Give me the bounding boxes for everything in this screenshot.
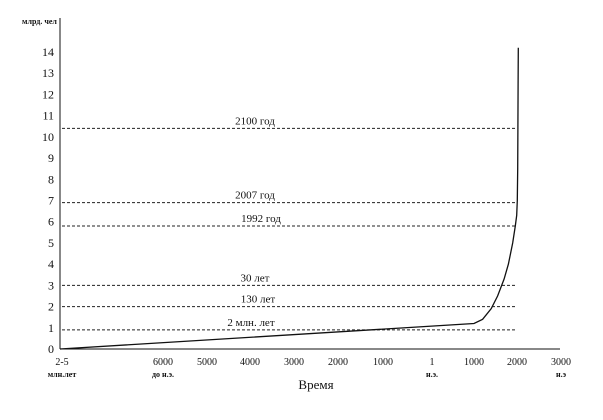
x-ticks: 2-5 млн.лет 6000 до н.э. 5000 4000 3000 2000 100… (48, 357, 571, 379)
reference-line-label: 2007 год (235, 190, 275, 202)
reference-line-label: 2 млн. лет (227, 317, 274, 329)
x-axis-label: Время (298, 377, 333, 392)
y-tick-label: 12 (42, 87, 54, 101)
y-tick-label: 4 (48, 257, 54, 271)
y-tick-label: 14 (42, 45, 54, 59)
y-tick-label: 7 (48, 194, 54, 208)
x-tick-sublabel: млн.лет (48, 370, 77, 379)
y-tick-label: 3 (48, 278, 54, 292)
y-tick-label: 6 (48, 215, 54, 229)
y-tick-label: 13 (42, 66, 54, 80)
reference-line-label: 130 лет (241, 294, 276, 306)
reference-lines: 2100 год 2007 год 1992 год 30 лет 130 лет 2 м… (62, 115, 516, 331)
x-tick-label: 2000 (328, 357, 348, 368)
x-tick-label: 4000 (240, 357, 260, 368)
reference-line-label: 2100 год (235, 115, 275, 127)
y-tick-label: 10 (42, 130, 54, 144)
x-tick-label: 2-5 (55, 357, 68, 368)
x-tick-label: 5000 (197, 357, 217, 368)
x-tick-sublabel: н.э (556, 370, 567, 379)
reference-line-label: 30 лет (241, 272, 270, 284)
y-tick-label: 5 (48, 236, 54, 250)
x-tick-label: 1 (430, 357, 435, 368)
y-tick-label: 11 (42, 109, 54, 123)
y-axis-label: млрд. чел (22, 17, 57, 26)
x-tick-label: 3000 (551, 357, 571, 368)
y-tick-label: 2 (48, 300, 54, 314)
series-group (59, 47, 519, 350)
y-tick-label: 9 (48, 151, 54, 165)
x-tick-label: 1000 (373, 357, 393, 368)
x-tick-sublabel: до н.э. (152, 370, 174, 379)
x-tick-label: 1000 (464, 357, 484, 368)
population-curve (59, 47, 519, 350)
reference-line-label: 1992 год (241, 213, 281, 225)
x-tick-label: 3000 (284, 357, 304, 368)
x-tick-sublabel: н.э. (426, 370, 438, 379)
y-tick-label: 1 (48, 321, 54, 335)
x-tick-label: 2000 (507, 357, 527, 368)
y-tick-label: 8 (48, 172, 54, 186)
y-tick-label: 0 (48, 342, 54, 356)
x-tick-label: 6000 (153, 357, 173, 368)
